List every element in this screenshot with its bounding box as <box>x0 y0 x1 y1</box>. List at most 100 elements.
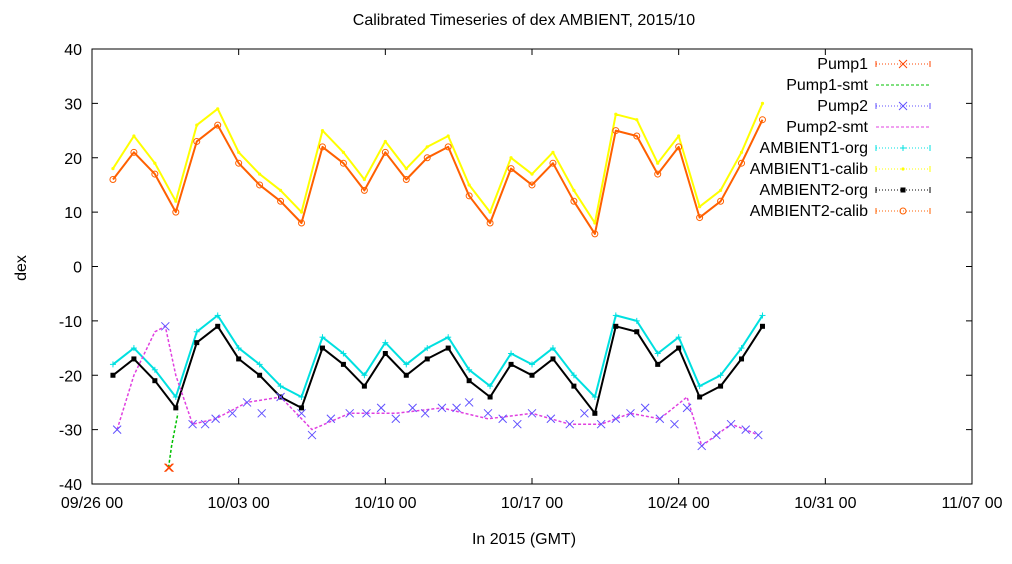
series-ambient1-org-point <box>529 361 535 368</box>
series-ambient1-calib-point <box>425 145 429 149</box>
series-ambient1-calib-point <box>530 172 534 176</box>
data-marks <box>109 101 766 473</box>
legend-ambient1-org-label: AMBIENT1-org <box>760 140 868 157</box>
series-ambient1-calib-point <box>216 107 220 111</box>
series-pump2-point <box>326 414 336 424</box>
series-ambient2-calib-point <box>277 197 285 205</box>
series-ambient2-org-point <box>466 378 472 384</box>
series-ambient2-org-point <box>718 383 724 389</box>
series-ambient2-org-point <box>739 356 745 362</box>
series-ambient2-calib-line <box>112 119 764 235</box>
series-ambient2-calib-point <box>612 127 620 135</box>
series-ambient1-calib-point <box>698 205 702 209</box>
y-tick-label: 40 <box>64 42 82 59</box>
series-ambient1-calib-point <box>488 210 492 214</box>
series-ambient1-org-point <box>172 394 179 400</box>
series-pump1-point <box>164 463 173 473</box>
series-ambient2-calib-point <box>654 170 662 178</box>
series-ambient2-calib-point <box>758 116 766 124</box>
series-ambient1-calib-point <box>111 167 115 171</box>
series-ambient2-calib-point <box>130 148 138 156</box>
x-tick-label: 10/10 00 <box>354 495 416 512</box>
series-ambient2-org-point <box>319 345 325 351</box>
legend-ambient2-calib-label: AMBIENT2-calib <box>750 203 868 220</box>
series-ambient1-calib-point <box>551 150 555 154</box>
series-ambient2-calib-point <box>339 159 347 167</box>
series-pump2-smt-line <box>116 325 759 447</box>
series-pump2-point <box>483 408 493 418</box>
series-pump1-point <box>165 463 174 473</box>
series-pump2-point <box>512 419 522 429</box>
series-ambient2-org-point <box>257 372 263 378</box>
series-pump2-point <box>527 408 537 418</box>
series-ambient2-calib-point <box>507 165 515 173</box>
x-tick-label: 10/17 00 <box>501 495 563 512</box>
series-ambient1-org-point <box>214 312 221 319</box>
legend-ambient2-org-label: AMBIENT2-org <box>760 182 868 199</box>
series-pump2-point <box>211 414 220 424</box>
y-tick-label: 0 <box>73 260 82 277</box>
series-pump2-point <box>741 425 751 434</box>
series-ambient2-calib-point <box>109 176 117 183</box>
series-ambient2-org-point <box>445 345 451 351</box>
series-ambient1-org-point <box>277 383 284 390</box>
series-pump1-smt-line <box>167 413 179 468</box>
y-tick-label: -20 <box>59 368 82 385</box>
series-ambient2-calib-point <box>423 154 431 162</box>
series-ambient2-org-point <box>110 372 116 378</box>
series-ambient1-calib-point <box>677 134 681 138</box>
legend-ambient1-calib-label: AMBIENT1-calib <box>750 161 868 178</box>
series-ambient2-calib-point <box>235 159 243 167</box>
series-ambient2-org-point <box>340 361 346 367</box>
series-ambient1-org-point <box>591 394 598 400</box>
series-ambient2-calib-point <box>675 143 683 151</box>
series-pump2-point <box>362 408 371 418</box>
series-ambient1-calib-point <box>509 156 513 160</box>
series-ambient2-org-point <box>613 323 619 329</box>
series-ambient2-calib-point <box>465 192 473 200</box>
series-ambient1-org-point <box>633 317 640 324</box>
series-pump2-point <box>297 408 306 418</box>
series-ambient1-org <box>109 312 766 400</box>
series-pump2-smt <box>116 325 759 447</box>
series-ambient2-org-point <box>299 405 305 411</box>
legend-ambient1-org-swatch-marker <box>900 145 906 151</box>
series-ambient2-org-point <box>236 356 242 362</box>
series-ambient1-calib-point <box>132 134 136 138</box>
series-pump2-point <box>670 419 679 429</box>
series-ambient1-org-point <box>487 383 494 390</box>
series-ambient2-calib-point <box>570 197 578 205</box>
series-pump2-point <box>242 398 252 407</box>
series-ambient1-calib-point <box>614 112 618 116</box>
series-ambient1-calib-point <box>299 210 304 214</box>
y-tick-label: -30 <box>59 423 82 440</box>
series-ambient2-calib-point <box>549 159 557 167</box>
series-ambient1-calib-point <box>195 123 199 127</box>
series-ambient2-calib-point <box>633 132 641 140</box>
legend-ambient1-calib-swatch-marker <box>901 167 905 171</box>
series-ambient2-calib-point <box>151 170 159 178</box>
x-axis-label: In 2015 (GMT) <box>472 531 576 548</box>
series-ambient1-org-point <box>738 345 745 352</box>
series-ambient1-org-point <box>570 372 577 379</box>
series-ambient1-calib-point <box>237 150 241 154</box>
series-pump2-point <box>626 408 635 418</box>
series-ambient1-org-point <box>130 345 137 352</box>
series-ambient1-calib-point <box>446 134 450 138</box>
series-ambient1-calib-point <box>656 161 660 165</box>
legend-pump1-smt-label: Pump1-smt <box>786 77 868 94</box>
series-pump2-point <box>565 419 575 429</box>
series-ambient1-org-point <box>612 312 619 319</box>
series-ambient2-org-line <box>112 325 764 415</box>
series-ambient2-org-point <box>508 361 514 367</box>
series-pump2-point <box>345 408 355 418</box>
series-ambient1-calib-point <box>572 188 576 192</box>
legend-pump2-label: Pump2 <box>817 98 868 115</box>
x-tick-label: 10/03 00 <box>208 495 270 512</box>
series-ambient2-calib-point <box>318 143 326 151</box>
legend-pump1-label: Pump1 <box>817 56 868 73</box>
series-pump2-point <box>188 419 197 429</box>
series-ambient1-calib-point <box>635 118 639 122</box>
